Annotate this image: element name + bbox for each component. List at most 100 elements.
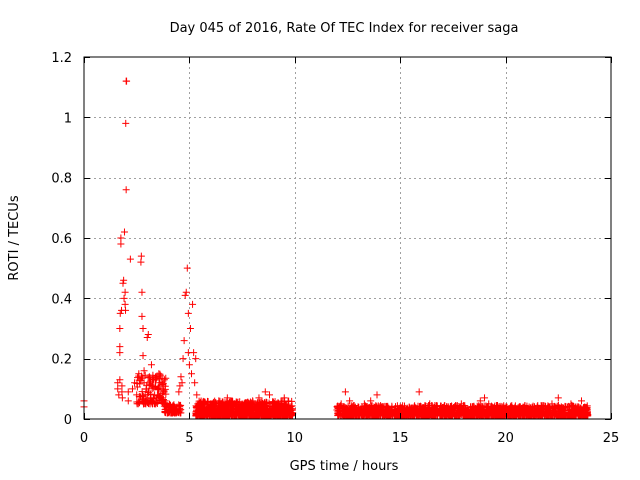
- data-point: [182, 288, 190, 296]
- data-point-dense: [386, 412, 394, 420]
- data-point-dense: [220, 407, 228, 415]
- data-point: [122, 186, 130, 194]
- data-point: [485, 400, 493, 408]
- data-point: [244, 403, 252, 411]
- data-point-dense: [176, 401, 184, 409]
- data-point-dense: [489, 412, 497, 420]
- y-tick-label: 1: [64, 111, 72, 126]
- data-point-dense: [246, 412, 254, 420]
- y-tick-label: 0: [64, 413, 72, 428]
- data-point-dense: [277, 405, 285, 413]
- data-point-dense: [146, 390, 154, 398]
- data-point: [154, 385, 162, 393]
- data-point-dense: [521, 402, 529, 410]
- data-point-dense: [500, 404, 508, 412]
- data-point: [379, 403, 387, 411]
- data-point-dense: [223, 411, 231, 419]
- data-point: [529, 406, 537, 414]
- data-point-dense: [520, 412, 528, 420]
- axis-ticks: [84, 57, 612, 420]
- data-point: [194, 400, 202, 408]
- data-point: [133, 391, 141, 399]
- data-point-dense: [555, 404, 563, 412]
- x-tick-label: 20: [497, 431, 514, 446]
- data-point-dense: [494, 402, 502, 410]
- data-point: [184, 309, 192, 317]
- data-point: [118, 388, 126, 396]
- data-point: [445, 403, 453, 411]
- data-point: [276, 406, 284, 414]
- data-point-dense: [537, 412, 545, 420]
- data-point: [119, 279, 127, 287]
- data-point: [116, 343, 124, 351]
- data-point: [438, 406, 446, 414]
- data-point: [116, 349, 124, 357]
- data-point-dense: [368, 402, 376, 410]
- data-point: [118, 394, 126, 402]
- data-point: [476, 397, 484, 405]
- x-tick-labels: 0 5 10 15 20 25: [80, 431, 619, 446]
- data-point: [542, 403, 550, 411]
- data-point: [577, 397, 585, 405]
- data-point: [415, 388, 423, 396]
- data-point: [392, 409, 400, 417]
- data-point: [266, 391, 274, 399]
- data-point-dense: [150, 383, 158, 391]
- data-point: [198, 403, 206, 411]
- data-point: [373, 391, 381, 399]
- data-point: [150, 376, 158, 384]
- data-point-dense: [473, 412, 481, 420]
- data-point: [386, 406, 394, 414]
- data-point-dense: [358, 407, 366, 415]
- x-tick-label: 15: [392, 431, 409, 446]
- data-point-dense: [146, 374, 154, 382]
- data-point: [215, 409, 223, 417]
- data-point-dense: [565, 403, 573, 411]
- data-point: [145, 379, 153, 387]
- data-point-dense: [448, 402, 456, 410]
- data-point: [188, 370, 196, 378]
- data-point-dense: [200, 399, 208, 407]
- data-point-dense: [583, 402, 591, 410]
- data-point-dense: [425, 411, 433, 419]
- data-point: [457, 400, 465, 408]
- plot-frame: [83, 56, 612, 420]
- x-axis-title: GPS time / hours: [290, 459, 399, 474]
- data-point: [120, 294, 128, 302]
- data-point-dense: [138, 388, 146, 396]
- data-point: [177, 373, 185, 381]
- data-point: [175, 388, 183, 396]
- data-point: [582, 409, 590, 417]
- data-point-dense: [256, 406, 264, 414]
- data-point-dense: [141, 400, 149, 408]
- data-point: [192, 355, 200, 363]
- data-point-dense: [375, 407, 383, 415]
- data-point: [191, 379, 199, 387]
- data-point: [143, 334, 151, 342]
- data-point-dense: [216, 405, 224, 413]
- data-point: [123, 77, 131, 85]
- data-point: [202, 409, 210, 417]
- data-point-dense: [233, 405, 241, 413]
- data-point: [116, 309, 124, 317]
- data-point: [186, 325, 194, 332]
- data-point: [573, 403, 581, 411]
- data-point: [211, 403, 219, 411]
- data-point: [346, 397, 354, 405]
- x-tick-label: 5: [185, 431, 193, 446]
- data-point-dense: [541, 411, 549, 419]
- data-point: [118, 382, 126, 390]
- data-point: [135, 370, 143, 378]
- data-point: [115, 391, 123, 399]
- data-point: [510, 409, 518, 417]
- data-point-dense: [431, 406, 439, 414]
- data-point-dense: [284, 402, 292, 410]
- data-point-dense: [272, 404, 280, 412]
- data-point-dense: [224, 401, 232, 409]
- data-point-dense: [339, 410, 347, 418]
- data-point: [128, 385, 136, 393]
- data-point: [181, 291, 189, 299]
- data-point: [280, 394, 288, 402]
- data-point-dense: [459, 411, 467, 419]
